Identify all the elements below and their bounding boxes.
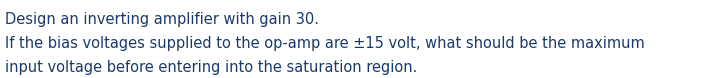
Text: input voltage before entering into the saturation region.: input voltage before entering into the s… [5,60,417,75]
Text: Design an inverting amplifier with gain 30.: Design an inverting amplifier with gain … [5,12,319,27]
Text: If the bias voltages supplied to the op-amp are ±15 volt, what should be the max: If the bias voltages supplied to the op-… [5,36,645,51]
